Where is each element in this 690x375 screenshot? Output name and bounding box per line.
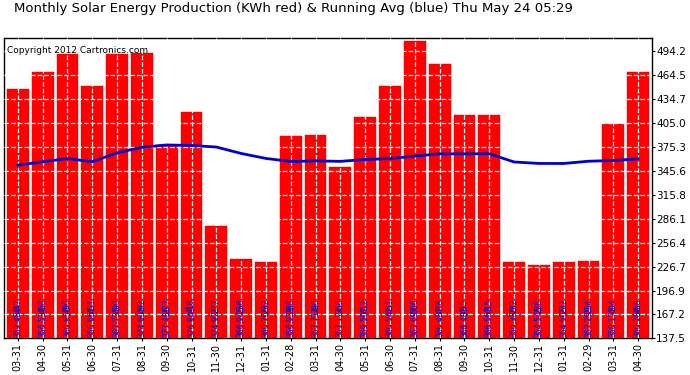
Bar xyxy=(329,167,351,338)
Bar xyxy=(280,136,302,338)
Text: 359.501: 359.501 xyxy=(361,305,370,337)
Text: 356.380: 356.380 xyxy=(510,305,519,337)
Bar xyxy=(7,89,29,338)
Text: 354.546: 354.546 xyxy=(534,305,544,337)
Text: 390: 390 xyxy=(311,298,320,313)
Text: 447: 447 xyxy=(13,298,22,313)
Text: 366.483: 366.483 xyxy=(460,305,469,337)
Text: 356.534: 356.534 xyxy=(38,305,47,337)
Text: 366.487: 366.487 xyxy=(435,305,444,337)
Text: 478: 478 xyxy=(435,298,444,313)
Text: 451: 451 xyxy=(88,298,97,313)
Text: 236: 236 xyxy=(237,298,246,313)
Bar xyxy=(255,262,277,338)
Text: 492: 492 xyxy=(137,298,146,313)
Text: 232: 232 xyxy=(262,298,270,313)
Text: 360.650: 360.650 xyxy=(63,305,72,337)
Text: 388: 388 xyxy=(286,298,295,313)
Text: 232: 232 xyxy=(559,298,568,313)
Bar xyxy=(627,72,649,338)
Text: 377: 377 xyxy=(162,298,171,313)
Text: 490: 490 xyxy=(63,298,72,313)
Text: 367.735: 367.735 xyxy=(112,305,121,337)
Bar xyxy=(81,86,104,338)
Text: 415: 415 xyxy=(460,298,469,313)
Text: 415: 415 xyxy=(485,298,494,313)
Text: 404: 404 xyxy=(609,298,618,313)
Bar xyxy=(578,261,600,338)
Text: 357.714: 357.714 xyxy=(311,305,320,337)
Text: 350: 350 xyxy=(336,298,345,313)
Text: 228: 228 xyxy=(534,298,544,313)
Bar xyxy=(206,226,227,338)
Text: 374.605: 374.605 xyxy=(137,305,146,337)
Bar xyxy=(453,115,475,338)
Bar xyxy=(553,262,575,338)
Text: 468: 468 xyxy=(633,298,642,313)
Text: 418: 418 xyxy=(187,298,196,313)
Text: 232: 232 xyxy=(510,298,519,313)
Text: 360.288: 360.288 xyxy=(633,306,642,337)
Bar xyxy=(230,259,252,338)
Bar xyxy=(131,53,152,338)
Text: 352.480: 352.480 xyxy=(13,305,22,337)
Text: 377.486: 377.486 xyxy=(162,305,171,337)
Bar xyxy=(602,124,624,338)
Text: 468: 468 xyxy=(38,298,47,313)
Bar xyxy=(528,266,550,338)
Bar xyxy=(57,54,79,338)
Text: Monthly Solar Energy Production (KWh red) & Running Avg (blue) Thu May 24 05:29: Monthly Solar Energy Production (KWh red… xyxy=(14,2,573,15)
Bar xyxy=(428,64,451,338)
Bar xyxy=(32,72,54,338)
Text: 357.299: 357.299 xyxy=(584,305,593,337)
Text: 506: 506 xyxy=(411,298,420,313)
Text: 357.124: 357.124 xyxy=(336,305,345,337)
Text: 360.766: 360.766 xyxy=(262,305,270,337)
Text: 360.542: 360.542 xyxy=(386,305,395,337)
Text: 376.843: 376.843 xyxy=(187,305,196,337)
Bar xyxy=(106,54,128,338)
Text: 490: 490 xyxy=(112,298,121,313)
Text: 358.173: 358.173 xyxy=(609,305,618,337)
Bar xyxy=(379,86,401,338)
Text: 356.661: 356.661 xyxy=(88,305,97,337)
Bar xyxy=(503,262,525,338)
Text: 354.505: 354.505 xyxy=(559,305,568,337)
Text: 356.936: 356.936 xyxy=(286,305,295,337)
Bar xyxy=(354,117,376,338)
Bar xyxy=(404,41,426,338)
Bar xyxy=(156,146,177,338)
Text: 451: 451 xyxy=(386,298,395,313)
Text: Copyright 2012 Cartronics.com: Copyright 2012 Cartronics.com xyxy=(8,46,148,55)
Text: 374.921: 374.921 xyxy=(212,305,221,337)
Bar xyxy=(305,135,326,338)
Text: 366.563: 366.563 xyxy=(485,305,494,337)
Text: 366.946: 366.946 xyxy=(237,305,246,337)
Text: 412: 412 xyxy=(361,298,370,313)
Text: 363.694: 363.694 xyxy=(411,305,420,337)
Text: 234: 234 xyxy=(584,298,593,313)
Text: 277: 277 xyxy=(212,298,221,313)
Bar xyxy=(181,112,202,338)
Bar xyxy=(478,115,500,338)
